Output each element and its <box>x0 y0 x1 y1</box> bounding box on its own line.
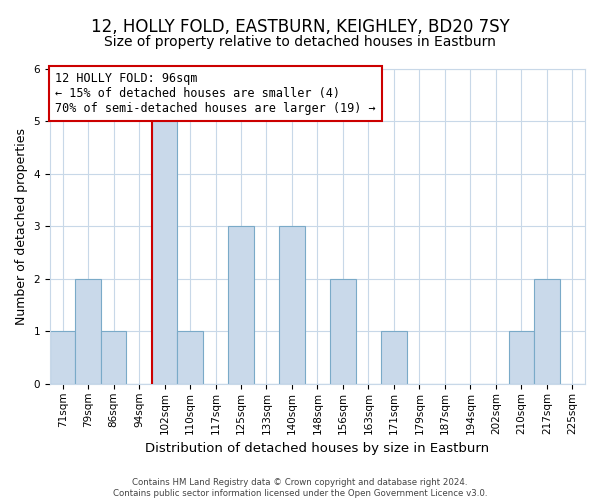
X-axis label: Distribution of detached houses by size in Eastburn: Distribution of detached houses by size … <box>145 442 490 455</box>
Bar <box>152 122 178 384</box>
Bar <box>50 332 76 384</box>
Bar <box>330 279 356 384</box>
Text: Size of property relative to detached houses in Eastburn: Size of property relative to detached ho… <box>104 35 496 49</box>
Bar <box>509 332 534 384</box>
Bar <box>76 279 101 384</box>
Text: Contains HM Land Registry data © Crown copyright and database right 2024.
Contai: Contains HM Land Registry data © Crown c… <box>113 478 487 498</box>
Bar <box>381 332 407 384</box>
Bar <box>101 332 127 384</box>
Bar <box>279 226 305 384</box>
Bar <box>228 226 254 384</box>
Bar <box>534 279 560 384</box>
Y-axis label: Number of detached properties: Number of detached properties <box>15 128 28 325</box>
Text: 12 HOLLY FOLD: 96sqm
← 15% of detached houses are smaller (4)
70% of semi-detach: 12 HOLLY FOLD: 96sqm ← 15% of detached h… <box>55 72 376 115</box>
Text: 12, HOLLY FOLD, EASTBURN, KEIGHLEY, BD20 7SY: 12, HOLLY FOLD, EASTBURN, KEIGHLEY, BD20… <box>91 18 509 36</box>
Bar <box>178 332 203 384</box>
